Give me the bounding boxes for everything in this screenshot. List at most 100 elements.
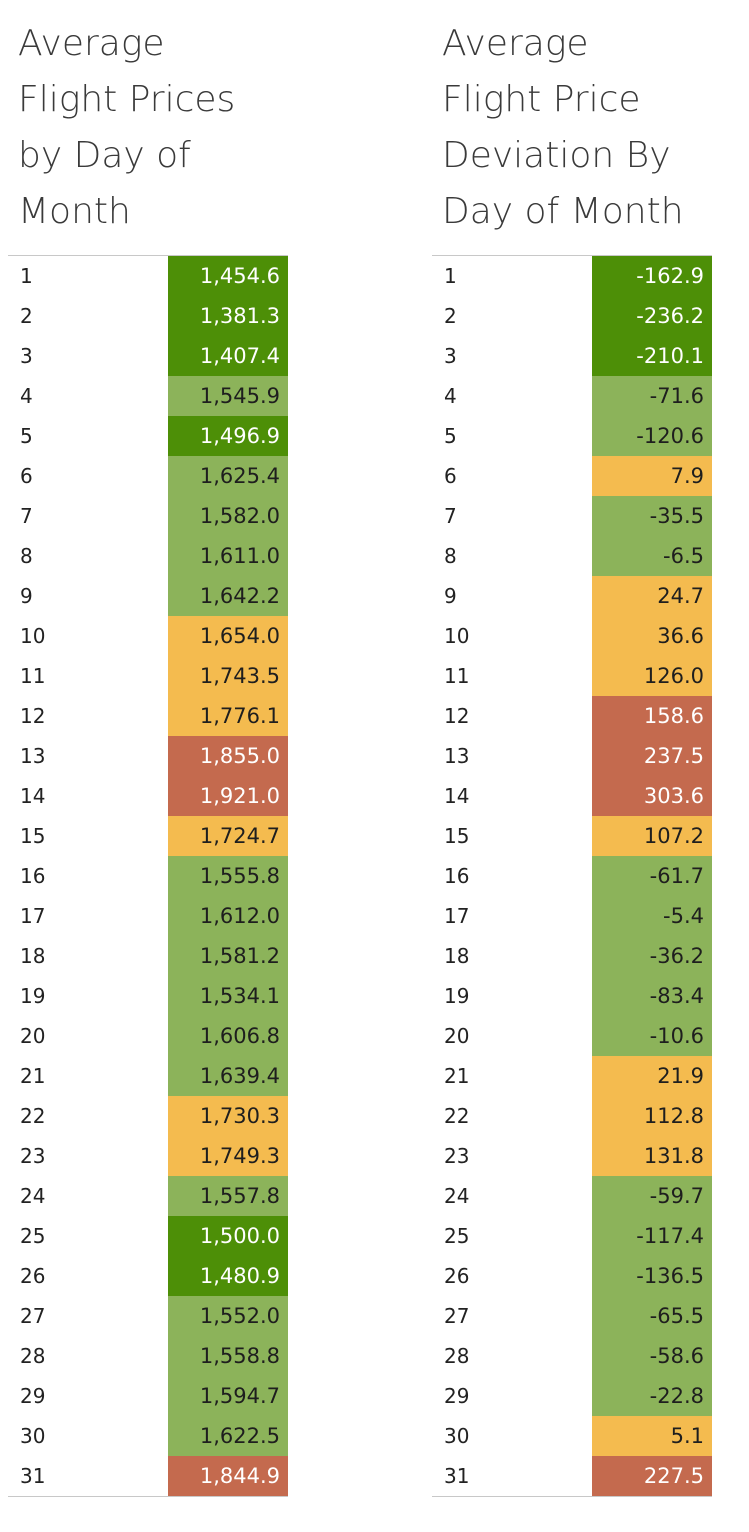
table-row: 3 1,407.4 [8, 336, 288, 376]
value-cell: 1,500.0 [168, 1216, 288, 1256]
value-cell: 1,581.2 [168, 936, 288, 976]
value-cell: 1,545.9 [168, 376, 288, 416]
day-label: 28 [444, 1344, 470, 1368]
table-row: 21 21.9 [432, 1056, 712, 1096]
day-label: 25 [20, 1224, 46, 1248]
table-row: 19 1,534.1 [8, 976, 288, 1016]
day-label: 29 [444, 1384, 470, 1408]
table-row: 28 -58.6 [432, 1336, 712, 1376]
value-cell: 1,606.8 [168, 1016, 288, 1056]
value-cell: 126.0 [592, 656, 712, 696]
title-line: Flight Prices [18, 79, 236, 120]
day-label: 30 [20, 1424, 46, 1448]
value-cell: 237.5 [592, 736, 712, 776]
day-label: 22 [444, 1104, 470, 1128]
day-label: 12 [444, 704, 470, 728]
value-cell: 1,557.8 [168, 1176, 288, 1216]
table-row: 11 1,743.5 [8, 656, 288, 696]
value-cell: -22.8 [592, 1376, 712, 1416]
value-cell: 1,743.5 [168, 656, 288, 696]
table-row: 7 1,582.0 [8, 496, 288, 536]
value-cell: 227.5 [592, 1456, 712, 1496]
day-label: 3 [444, 344, 457, 368]
table-row: 20 -10.6 [432, 1016, 712, 1056]
table-row: 1 1,454.6 [8, 256, 288, 296]
value-cell: -58.6 [592, 1336, 712, 1376]
deviation-table-title: Average Flight Price Deviation By Day of… [442, 16, 722, 240]
day-label: 23 [20, 1144, 46, 1168]
day-label: 30 [444, 1424, 470, 1448]
day-label: 31 [20, 1464, 46, 1488]
value-cell: 1,625.4 [168, 456, 288, 496]
day-label: 14 [20, 784, 46, 808]
value-cell: 1,622.5 [168, 1416, 288, 1456]
day-label: 24 [444, 1184, 470, 1208]
value-cell: -71.6 [592, 376, 712, 416]
value-cell: 1,582.0 [168, 496, 288, 536]
table-row: 10 36.6 [432, 616, 712, 656]
table-row: 9 24.7 [432, 576, 712, 616]
value-cell: 107.2 [592, 816, 712, 856]
table-row: 17 -5.4 [432, 896, 712, 936]
day-label: 20 [20, 1024, 46, 1048]
day-label: 1 [444, 264, 457, 288]
value-cell: 1,921.0 [168, 776, 288, 816]
value-cell: -120.6 [592, 416, 712, 456]
day-label: 3 [20, 344, 33, 368]
day-label: 8 [444, 544, 457, 568]
value-cell: 21.9 [592, 1056, 712, 1096]
table-row: 1 -162.9 [432, 256, 712, 296]
day-label: 27 [20, 1304, 46, 1328]
value-cell: 131.8 [592, 1136, 712, 1176]
day-label: 29 [20, 1384, 46, 1408]
day-label: 2 [20, 304, 33, 328]
value-cell: -59.7 [592, 1176, 712, 1216]
title-line: Flight Price [442, 79, 641, 120]
day-label: 27 [444, 1304, 470, 1328]
day-label: 21 [444, 1064, 470, 1088]
table-row: 3 -210.1 [432, 336, 712, 376]
day-label: 9 [444, 584, 457, 608]
value-cell: 1,749.3 [168, 1136, 288, 1176]
day-label: 16 [20, 864, 46, 888]
table-row: 15 1,724.7 [8, 816, 288, 856]
table-row: 26 -136.5 [432, 1256, 712, 1296]
table-row: 7 -35.5 [432, 496, 712, 536]
table-row: 27 1,552.0 [8, 1296, 288, 1336]
table-row: 22 112.8 [432, 1096, 712, 1136]
table-row: 12 1,776.1 [8, 696, 288, 736]
price-table: 1 1,454.6 2 1,381.3 3 1,407.4 4 1,545.9 5 1,496.9… [8, 255, 288, 1497]
day-label: 25 [444, 1224, 470, 1248]
table-row: 6 7.9 [432, 456, 712, 496]
value-cell: 1,730.3 [168, 1096, 288, 1136]
value-cell: 158.6 [592, 696, 712, 736]
table-row: 12 158.6 [432, 696, 712, 736]
day-label: 6 [444, 464, 457, 488]
day-label: 4 [20, 384, 33, 408]
day-label: 9 [20, 584, 33, 608]
table-row: 21 1,639.4 [8, 1056, 288, 1096]
value-cell: 24.7 [592, 576, 712, 616]
table-row: 26 1,480.9 [8, 1256, 288, 1296]
day-label: 16 [444, 864, 470, 888]
table-row: 25 1,500.0 [8, 1216, 288, 1256]
value-cell: -117.4 [592, 1216, 712, 1256]
table-row: 5 -120.6 [432, 416, 712, 456]
day-label: 2 [444, 304, 457, 328]
table-row: 30 1,622.5 [8, 1416, 288, 1456]
day-label: 23 [444, 1144, 470, 1168]
table-row: 5 1,496.9 [8, 416, 288, 456]
value-cell: -6.5 [592, 536, 712, 576]
value-cell: 1,555.8 [168, 856, 288, 896]
value-cell: -162.9 [592, 256, 712, 296]
day-label: 18 [20, 944, 46, 968]
value-cell: -136.5 [592, 1256, 712, 1296]
table-row: 14 1,921.0 [8, 776, 288, 816]
value-cell: -236.2 [592, 296, 712, 336]
title-line: Average [442, 23, 589, 64]
day-label: 18 [444, 944, 470, 968]
table-row: 18 -36.2 [432, 936, 712, 976]
value-cell: 1,642.2 [168, 576, 288, 616]
value-cell: 1,844.9 [168, 1456, 288, 1496]
day-label: 11 [444, 664, 470, 688]
